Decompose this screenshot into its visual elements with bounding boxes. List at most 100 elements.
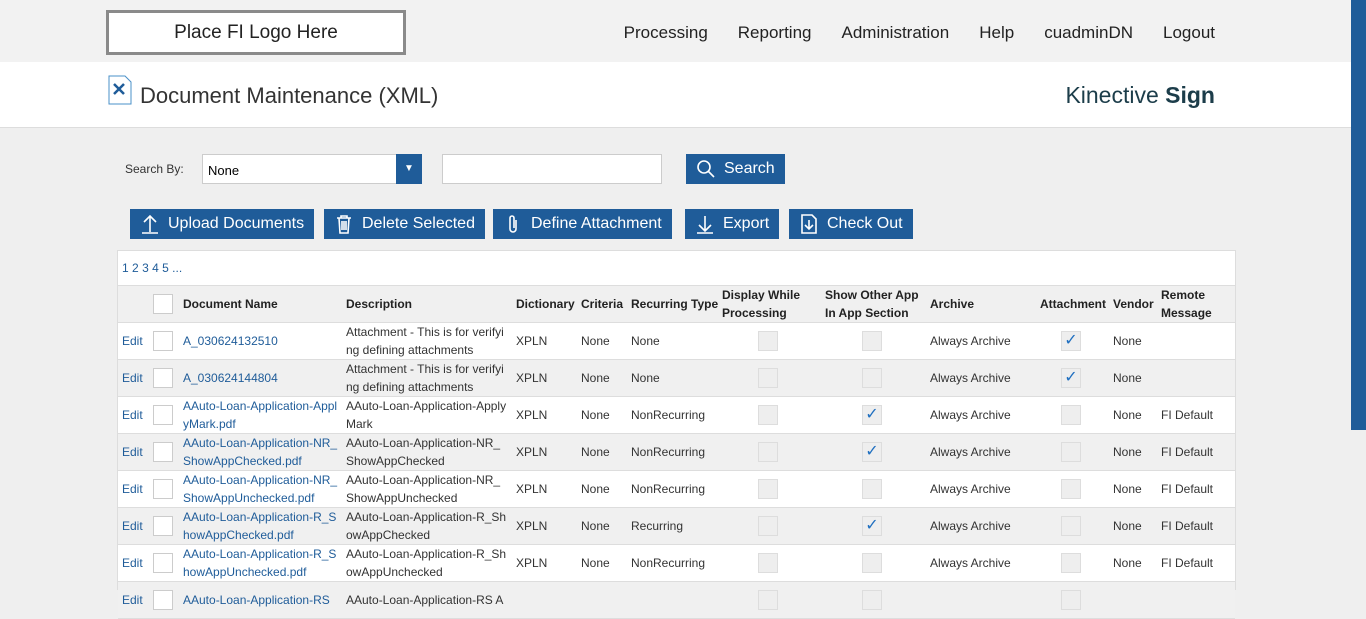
show-other-app-checkbox [862,331,882,351]
page-5[interactable]: 5 [162,261,169,275]
page-2[interactable]: 2 [132,261,139,275]
search-icon [697,160,715,178]
criteria: None [581,482,610,496]
upload-documents-button[interactable]: Upload Documents [130,209,315,239]
table-row: Edit A_030624144804 Attachment - This is… [118,360,1235,397]
remote-message: FI Default [1161,408,1214,422]
row-checkbox[interactable] [153,331,173,351]
row-checkbox[interactable] [153,590,173,610]
display-while-processing-checkbox [758,442,778,462]
document-name-link[interactable]: AAuto-Loan-Application-R_ShowAppUnchecke… [183,547,337,579]
row-checkbox[interactable] [153,553,173,573]
archive: Always Archive [930,334,1011,348]
archive: Always Archive [930,556,1011,570]
dictionary: XPLN [516,371,548,385]
col-recurring-type[interactable]: Recurring Type [631,297,719,311]
recurring-type: Recurring [631,519,684,533]
archive: Always Archive [930,445,1011,459]
nav-reporting[interactable]: Reporting [737,23,812,42]
upload-icon [142,214,158,234]
edit-link[interactable]: Edit [122,556,143,570]
row-checkbox[interactable] [153,368,173,388]
select-all-checkbox[interactable] [153,294,173,314]
row-checkbox[interactable] [153,516,173,536]
dictionary: XPLN [516,445,548,459]
edit-link[interactable]: Edit [122,408,143,422]
criteria: None [581,519,610,533]
edit-link[interactable]: Edit [122,519,143,533]
nav-user[interactable]: cuadminDN [1044,23,1133,42]
display-while-processing-checkbox [758,516,778,536]
vendor: None [1113,519,1142,533]
description: AAuto-Loan-Application-NR_ShowAppChecked [346,436,501,468]
col-display-while-processing[interactable]: Display While Processing [722,288,801,320]
document-name-link[interactable]: AAuto-Loan-Application-NR_ShowAppChecked… [183,436,338,468]
recurring-type: NonRecurring [631,408,706,422]
document-name-link[interactable]: A_030624132510 [183,334,278,348]
chevron-down-icon[interactable]: ▼ [396,154,422,184]
page-3[interactable]: 3 [142,261,149,275]
document-name-link[interactable]: A_030624144804 [183,371,278,385]
document-name-link[interactable]: AAuto-Loan-Application-NR_ShowAppUncheck… [183,473,338,505]
edit-link[interactable]: Edit [122,334,143,348]
nav-help[interactable]: Help [979,23,1015,42]
show-other-app-checkbox [862,553,882,573]
define-attachment-button[interactable]: Define Attachment [493,209,672,239]
page-more[interactable]: ... [172,261,183,275]
edit-link[interactable]: Edit [122,445,143,459]
document-name-link[interactable]: AAuto-Loan-Application-RS [183,593,330,607]
checkout-icon [801,214,817,234]
edit-link[interactable]: Edit [122,371,143,385]
criteria: None [581,445,610,459]
top-bar: Place FI Logo Here Processing Reporting … [0,0,1351,62]
scrollbar[interactable] [1351,0,1366,430]
criteria: None [581,334,610,348]
page-1[interactable]: 1 [122,261,129,275]
col-criteria[interactable]: Criteria [581,297,624,311]
show-other-app-checkbox: ✓ [862,442,882,462]
show-other-app-checkbox: ✓ [862,516,882,536]
recurring-type: None [631,334,660,348]
nav-administration[interactable]: Administration [841,23,950,42]
vendor: None [1113,445,1142,459]
dictionary: XPLN [516,556,548,570]
export-button[interactable]: Export [685,209,780,239]
delete-selected-button[interactable]: Delete Selected [324,209,485,239]
description: AAuto-Loan-Application-RS A [346,593,504,607]
search-input[interactable] [442,154,662,184]
document-name-link[interactable]: AAuto-Loan-Application-R_ShowAppChecked.… [183,510,337,542]
nav-logout[interactable]: Logout [1163,23,1215,42]
document-name-link[interactable]: AAuto-Loan-Application-ApplyMark.pdf [183,399,338,431]
nav-processing[interactable]: Processing [623,23,708,42]
col-remote-message[interactable]: Remote Message [1161,288,1212,320]
col-archive[interactable]: Archive [930,297,975,311]
col-show-other-app[interactable]: Show Other App In App Section [825,288,919,320]
description: AAuto-Loan-Application-R_ShowAppUnchecke… [346,547,507,579]
edit-link[interactable]: Edit [122,593,143,607]
row-checkbox[interactable] [153,479,173,499]
search-button[interactable]: Search [686,154,785,184]
display-while-processing-checkbox [758,590,778,610]
attachment-checkbox [1061,442,1081,462]
table-row: Edit AAuto-Loan-Application-NR_ShowAppUn… [118,471,1235,508]
table-row: Edit AAuto-Loan-Application-NR_ShowAppCh… [118,434,1235,471]
dictionary: XPLN [516,482,548,496]
main-nav: Processing Reporting Administration Help… [624,23,1215,43]
page-4[interactable]: 4 [152,261,159,275]
paperclip-icon [509,215,517,233]
col-description[interactable]: Description [346,297,413,311]
col-attachment[interactable]: Attachment [1040,297,1107,311]
check-out-button[interactable]: Check Out [789,209,913,239]
col-document-name[interactable]: Document Name [183,297,278,311]
download-icon [697,216,713,234]
display-while-processing-checkbox [758,479,778,499]
col-vendor[interactable]: Vendor [1113,297,1154,311]
description: AAuto-Loan-Application-ApplyMark [346,399,507,431]
criteria: None [581,371,610,385]
display-while-processing-checkbox [758,331,778,351]
col-dictionary[interactable]: Dictionary [516,297,575,311]
row-checkbox[interactable] [153,405,173,425]
row-checkbox[interactable] [153,442,173,462]
search-by-select[interactable]: None ▼ [202,154,422,184]
edit-link[interactable]: Edit [122,482,143,496]
